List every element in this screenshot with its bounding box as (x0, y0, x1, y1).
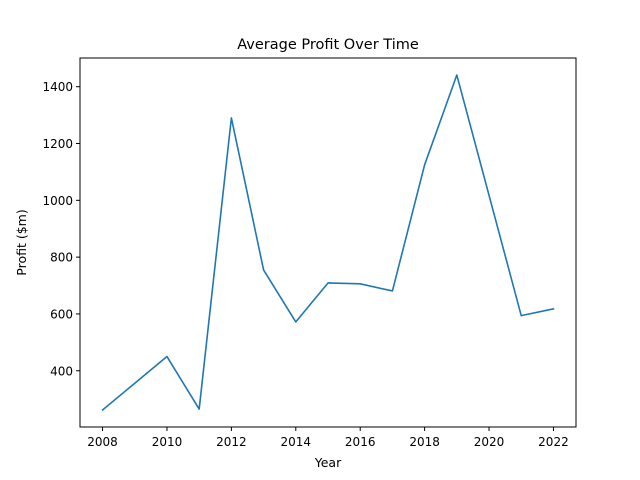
y-tick-label: 400 (50, 364, 73, 378)
chart-title: Average Profit Over Time (237, 37, 419, 53)
x-tick-label: 2022 (538, 435, 569, 449)
x-tick-label: 2012 (216, 435, 247, 449)
y-tick-label: 600 (50, 307, 73, 321)
x-tick-label: 2018 (409, 435, 440, 449)
profit-series-line (101, 74, 555, 412)
axis-ticks: 2008 2010 2012 2014 2016 2018 2020 2022 400 600 80… (42, 80, 568, 449)
x-tick-label: 2010 (152, 435, 183, 449)
y-axis-label: Profit ($m) (14, 209, 29, 275)
y-tick-label: 1400 (42, 80, 73, 94)
plot-frame (79, 57, 577, 428)
y-tick-label: 1000 (42, 194, 73, 208)
y-tick-label: 800 (50, 251, 73, 265)
plot-area (101, 74, 555, 412)
x-tick-label: 2020 (474, 435, 505, 449)
x-tick-label: 2014 (281, 435, 312, 449)
y-tick-label: 1200 (42, 137, 73, 151)
x-tick-label: 2008 (87, 435, 118, 449)
x-axis-label: Year (314, 455, 342, 470)
x-tick-label: 2016 (345, 435, 376, 449)
